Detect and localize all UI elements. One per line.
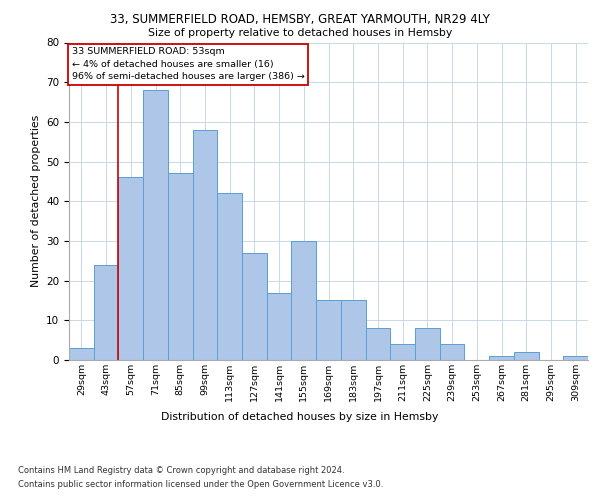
Text: Contains public sector information licensed under the Open Government Licence v3: Contains public sector information licen… — [18, 480, 383, 489]
Bar — [440, 344, 464, 360]
Bar — [563, 356, 588, 360]
Bar — [143, 90, 168, 360]
Bar — [341, 300, 365, 360]
Bar — [292, 241, 316, 360]
Bar — [69, 348, 94, 360]
Text: Size of property relative to detached houses in Hemsby: Size of property relative to detached ho… — [148, 28, 452, 38]
Text: 33, SUMMERFIELD ROAD, HEMSBY, GREAT YARMOUTH, NR29 4LY: 33, SUMMERFIELD ROAD, HEMSBY, GREAT YARM… — [110, 12, 490, 26]
Bar — [316, 300, 341, 360]
Text: Contains HM Land Registry data © Crown copyright and database right 2024.: Contains HM Land Registry data © Crown c… — [18, 466, 344, 475]
Bar — [168, 174, 193, 360]
Y-axis label: Number of detached properties: Number of detached properties — [31, 115, 41, 288]
Bar — [365, 328, 390, 360]
Bar — [514, 352, 539, 360]
Bar — [390, 344, 415, 360]
Bar — [118, 178, 143, 360]
Bar — [193, 130, 217, 360]
Bar — [489, 356, 514, 360]
Bar — [217, 194, 242, 360]
Bar — [267, 292, 292, 360]
Bar — [94, 265, 118, 360]
Text: 33 SUMMERFIELD ROAD: 53sqm
← 4% of detached houses are smaller (16)
96% of semi-: 33 SUMMERFIELD ROAD: 53sqm ← 4% of detac… — [71, 48, 304, 82]
Bar — [415, 328, 440, 360]
Bar — [242, 253, 267, 360]
Text: Distribution of detached houses by size in Hemsby: Distribution of detached houses by size … — [161, 412, 439, 422]
